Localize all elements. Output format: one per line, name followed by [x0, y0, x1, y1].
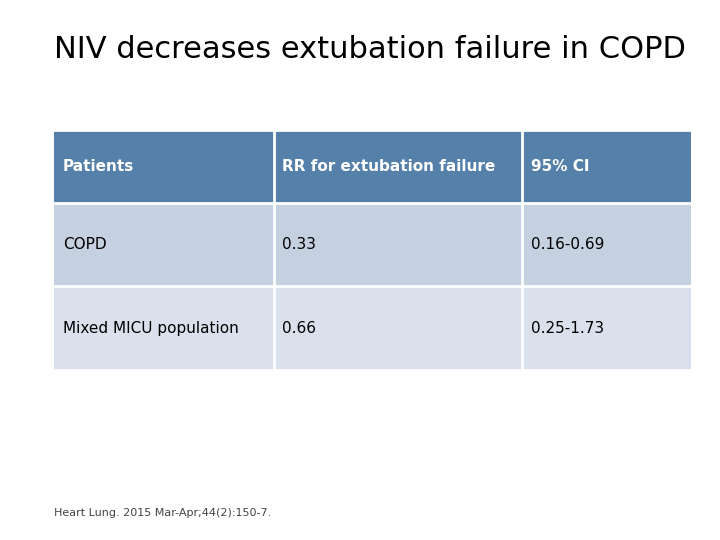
Text: Mixed MICU population: Mixed MICU population [63, 321, 238, 335]
Text: 0.33: 0.33 [282, 237, 316, 252]
Text: Heart Lung. 2015 Mar-Apr;44(2):150-7.: Heart Lung. 2015 Mar-Apr;44(2):150-7. [54, 508, 271, 518]
Bar [522, 130, 691, 202]
Text: RR for extubation failure: RR for extubation failure [282, 159, 495, 173]
Bar [54, 202, 274, 286]
Bar [522, 286, 691, 370]
Bar [54, 130, 274, 202]
Bar [274, 130, 522, 202]
Text: Patients: Patients [63, 159, 134, 173]
Text: 0.25-1.73: 0.25-1.73 [531, 321, 604, 335]
Text: 0.16-0.69: 0.16-0.69 [531, 237, 604, 252]
Text: NIV decreases extubation failure in COPD: NIV decreases extubation failure in COPD [54, 35, 686, 64]
Bar [274, 286, 522, 370]
Text: 0.66: 0.66 [282, 321, 316, 335]
Bar [54, 286, 274, 370]
Text: COPD: COPD [63, 237, 107, 252]
Text: 95% CI: 95% CI [531, 159, 589, 173]
Bar [274, 202, 522, 286]
Bar [522, 202, 691, 286]
